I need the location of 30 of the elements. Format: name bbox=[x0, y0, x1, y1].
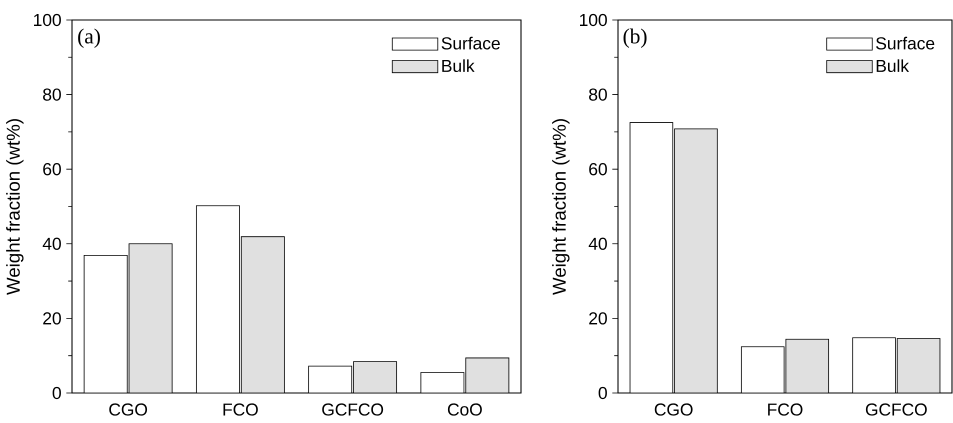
bar bbox=[674, 128, 718, 393]
y-tick-label: 80 bbox=[589, 88, 607, 101]
y-axis-title: Weight fraction (wt%) bbox=[6, 119, 24, 295]
y-tick-label: 0 bbox=[52, 386, 61, 400]
bar bbox=[785, 338, 830, 393]
y-axis-title: Weight fraction (wt%) bbox=[552, 119, 570, 295]
legend-label: Surface bbox=[442, 36, 500, 50]
legend-label: Bulk bbox=[442, 59, 475, 72]
legend-label: Surface bbox=[876, 36, 934, 50]
y-tick-label: 80 bbox=[43, 88, 61, 101]
y-tick-label: 20 bbox=[589, 312, 607, 325]
bar bbox=[896, 338, 940, 393]
x-tick-label: FCO bbox=[224, 403, 258, 416]
x-tick-label: CoO bbox=[448, 403, 482, 416]
x-tick-label: FCO bbox=[768, 403, 802, 416]
y-tick-label: 40 bbox=[588, 238, 607, 250]
y-tick-label: 60 bbox=[589, 163, 607, 176]
y-tick-label: 100 bbox=[34, 14, 61, 26]
x-tick-label: GCFCO bbox=[322, 403, 384, 416]
x-tick-label: CGO bbox=[654, 403, 693, 416]
y-tick-label: 40 bbox=[42, 238, 61, 250]
annotation: (b) bbox=[624, 28, 647, 48]
y-tick-label: 100 bbox=[580, 14, 607, 26]
annotation: (a) bbox=[78, 28, 100, 48]
x-tick-label: CGO bbox=[109, 403, 148, 416]
y-tick-label: 20 bbox=[43, 312, 61, 325]
legend-label: Bulk bbox=[876, 59, 910, 72]
x-tick-label: GCFCO bbox=[866, 403, 927, 416]
y-tick-label: 0 bbox=[598, 386, 607, 400]
y-tick-label: 60 bbox=[43, 163, 61, 176]
